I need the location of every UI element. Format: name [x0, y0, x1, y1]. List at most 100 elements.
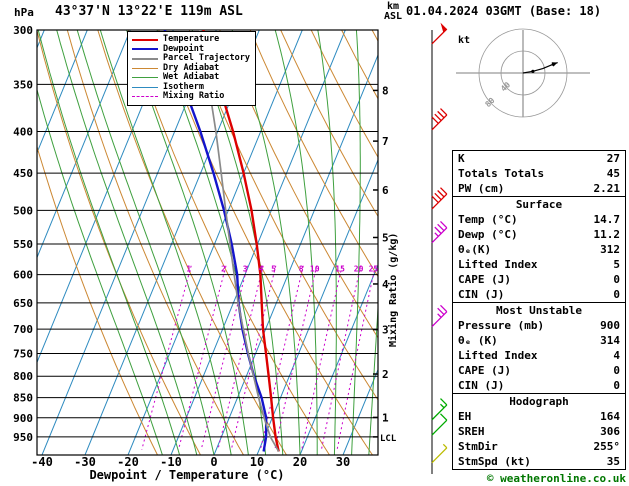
pressure-tick-label: 450 [13, 167, 33, 180]
stat-label: θₑ (K) [458, 334, 498, 347]
mixing-ratio-lines [141, 265, 376, 450]
wind-barb [431, 108, 448, 131]
pressure-tick-label: 300 [13, 24, 33, 37]
stat-row: CAPE (J) 0 [453, 363, 625, 378]
km-tick-label: 2 [382, 368, 389, 381]
stat-row: θₑ(K) 312 [453, 242, 625, 257]
stat-label: CIN (J) [458, 288, 505, 301]
stat-row: SREH 306 [453, 424, 625, 439]
legend-item: Dry Adiabat [132, 63, 250, 74]
mixing-ratio-value-label: 1 [186, 265, 191, 274]
parcel-trajectory-curve [199, 30, 280, 452]
stat-value: 0 [613, 364, 620, 377]
pressure-tick-label: 600 [13, 269, 33, 282]
km-unit-line2: ASL [384, 11, 403, 22]
mixing-ratio-value-label: 8 [299, 265, 304, 274]
stat-value: 164 [600, 410, 620, 423]
lcl-label: LCL [380, 434, 397, 444]
stat-label: SREH [458, 425, 485, 438]
legend-item: Temperature [132, 35, 250, 45]
stat-row: CIN (J) 0 [453, 378, 625, 393]
km-tick-label: 3 [382, 324, 389, 337]
stat-value: 4 [613, 349, 620, 362]
stats-section-title: Surface [515, 198, 563, 211]
wind-barb [431, 443, 448, 464]
stats-section-most-unstable: Most Unstable Pressure (mb) 900 θₑ (K) 314 Li… [453, 302, 625, 393]
stat-row: θₑ (K) 314 [453, 333, 625, 348]
pressure-tick-label: 350 [13, 78, 33, 91]
legend-item-label: Isotherm [163, 81, 204, 92]
pressure-tick-label: 750 [13, 347, 33, 360]
temp-tick-label: 10 [250, 455, 264, 469]
indices-section: K 27 Totals Totals 45 PW (cm) 2.21 [453, 151, 625, 196]
stat-value: 11.2 [593, 228, 621, 241]
stat-row: Temp (°C) 14.7 [453, 212, 625, 227]
stat-label: Dewp (°C) [458, 228, 518, 241]
stat-row: Lifted Index 5 [453, 257, 625, 272]
wind-barb [431, 187, 448, 210]
stat-row: PW (cm) 2.21 [453, 181, 625, 196]
stats-panel: K 27 Totals Totals 45 PW (cm) 2.21 Surface Temp… [452, 150, 626, 470]
stat-value: 306 [600, 425, 620, 438]
temp-tick-label: 20 [293, 455, 307, 469]
legend-item: Mixing Ratio [132, 92, 250, 102]
stat-label: CAPE (J) [458, 364, 511, 377]
hodograph-ring [500, 50, 546, 96]
stat-label: StmDir [458, 440, 498, 453]
wind-barb [431, 398, 448, 421]
stat-label: Lifted Index [458, 349, 538, 362]
stat-row: Lifted Index 4 [453, 348, 625, 363]
mixing-ratio-value-label: 5 [271, 265, 276, 274]
stat-label: θₑ(K) [458, 243, 492, 256]
datetime-title: 01.04.2024 03GMT (Base: 18) [406, 4, 602, 18]
stat-label: CAPE (J) [458, 273, 511, 286]
stat-label: PW (cm) [458, 182, 505, 195]
stat-value: 2.21 [593, 182, 621, 195]
hodograph-unit-label: kt [458, 35, 470, 46]
stat-value: 0 [613, 288, 620, 301]
temp-tick-label: -10 [160, 455, 182, 469]
mixing-ratio-value-label: 3 [243, 265, 248, 274]
pressure-tick-label: 500 [13, 204, 33, 217]
wind-barb [431, 22, 448, 45]
pressure-axis-unit: hPa [14, 6, 34, 19]
hodograph-ring [478, 28, 568, 118]
stat-value: 0 [613, 379, 620, 392]
stat-value: 0 [613, 273, 620, 286]
stat-label: Pressure (mb) [458, 319, 545, 332]
pressure-gridlines [36, 29, 379, 456]
x-axis-title: Dewpoint / Temperature (°C) [89, 468, 285, 482]
stat-label: EH [458, 410, 472, 423]
stat-value: 27 [606, 152, 620, 165]
km-unit-line1: km [387, 1, 400, 12]
hodograph-trace [522, 63, 554, 74]
stat-row: StmSpd (kt) 35 [453, 454, 625, 469]
stat-label: Totals Totals [458, 167, 545, 180]
mixing-ratio-value-label: 4 [259, 265, 264, 274]
stat-value: 45 [606, 167, 620, 180]
stat-label: K [458, 152, 465, 165]
pressure-tick-label: 900 [13, 412, 33, 425]
stat-row: Pressure (mb) 900 [453, 318, 625, 333]
legend-item: Isotherm [132, 81, 250, 93]
stat-label: CIN (J) [458, 379, 505, 392]
legend-item: Parcel Trajectory [132, 54, 250, 64]
pressure-tick-label: 400 [13, 126, 33, 139]
pressure-tick-label: 700 [13, 323, 33, 336]
wind-barb [431, 221, 448, 244]
legend-item-label: Dewpoint [163, 43, 204, 54]
copyright: © weatheronline.co.uk [486, 472, 626, 485]
wind-barb [431, 304, 448, 328]
legend-item: Dewpoint [132, 43, 250, 55]
legend-item-label: Parcel Trajectory [163, 53, 250, 64]
isotherm-legend-line [132, 86, 158, 88]
mixing-ratio-value-label: 20 [354, 265, 364, 274]
dry-adiabat-legend-line [132, 67, 158, 69]
stat-label: StmSpd (kt) [458, 455, 531, 468]
km-tick-label: 6 [382, 184, 389, 197]
km-tick-label: 5 [382, 231, 389, 244]
stat-label: Temp (°C) [458, 213, 518, 226]
km-tick-label: 1 [382, 411, 389, 424]
temp-tick-label: -20 [117, 455, 139, 469]
